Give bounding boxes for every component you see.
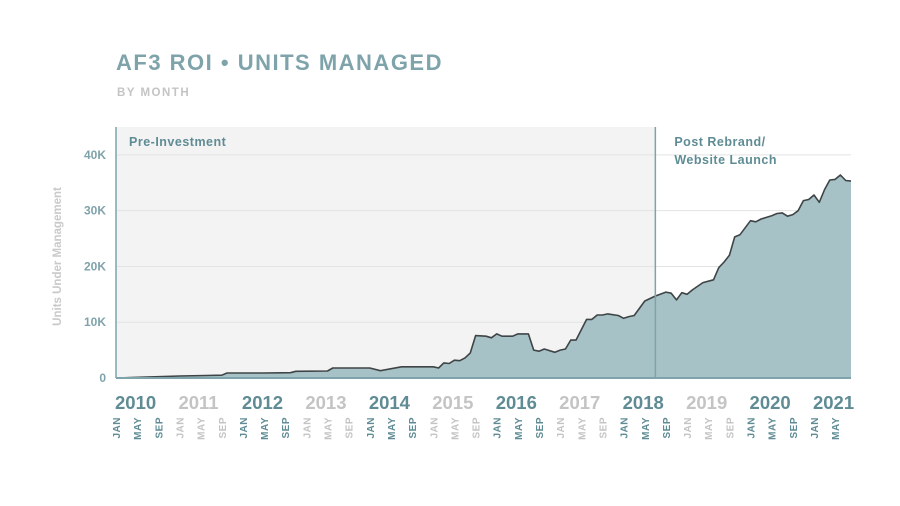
- year-label-2015: 2015: [432, 392, 473, 413]
- post-rebrand-label-line2: Website Launch: [674, 153, 777, 167]
- year-label-2010: 2010: [115, 392, 156, 413]
- month-tick-label: JAN: [556, 417, 567, 439]
- month-tick-label: MAY: [197, 417, 208, 440]
- month-tick-label: MAY: [133, 417, 144, 440]
- year-label-2012: 2012: [242, 392, 283, 413]
- area-layer: [115, 174, 852, 379]
- axes: [115, 127, 851, 379]
- month-tick-label: JAN: [302, 417, 313, 439]
- month-tick-label: JAN: [112, 417, 123, 439]
- month-tick-label: SEP: [599, 417, 610, 439]
- month-tick-label: MAY: [387, 417, 398, 440]
- chart-subtitle: BY MONTH: [117, 87, 191, 99]
- pre-investment-label: Pre-Investment: [129, 135, 227, 149]
- year-label-2018: 2018: [623, 392, 664, 413]
- month-tick-label: SEP: [725, 417, 736, 439]
- month-tick-label: MAY: [450, 417, 461, 440]
- month-tick-label: MAY: [260, 417, 271, 440]
- units-line: [115, 174, 852, 379]
- month-tick-label: MAY: [768, 417, 779, 440]
- year-label-2020: 2020: [750, 392, 791, 413]
- month-tick-label: JAN: [429, 417, 440, 439]
- month-tick-label: SEP: [408, 417, 419, 439]
- month-tick-label: SEP: [281, 417, 292, 439]
- month-tick-label: MAY: [514, 417, 525, 440]
- year-label-2016: 2016: [496, 392, 537, 413]
- month-tick-label: JAN: [366, 417, 377, 439]
- year-label-2017: 2017: [559, 392, 600, 413]
- month-tick-label: SEP: [789, 417, 800, 439]
- month-tick-label: SEP: [472, 417, 483, 439]
- post-rebrand-label-line1: Post Rebrand/: [674, 135, 765, 149]
- y-tick-label: 10K: [84, 315, 106, 329]
- year-label-2013: 2013: [305, 392, 346, 413]
- year-label-2019: 2019: [686, 392, 727, 413]
- year-label-2014: 2014: [369, 392, 411, 413]
- month-tick-label: MAY: [831, 417, 842, 440]
- month-tick-label: JAN: [176, 417, 187, 439]
- month-tick-label: MAY: [641, 417, 652, 440]
- year-label-2021: 2021: [813, 392, 854, 413]
- y-tick-label: 30K: [84, 204, 106, 218]
- month-tick-label: SEP: [345, 417, 356, 439]
- units-area: [116, 175, 851, 378]
- month-tick-label: MAY: [577, 417, 588, 440]
- month-tick-label: SEP: [218, 417, 229, 439]
- month-tick-label: MAY: [324, 417, 335, 440]
- y-tick-label: 40K: [84, 148, 106, 162]
- month-tick-label: JAN: [620, 417, 631, 439]
- y-axis-title: Units Under Management: [52, 187, 64, 326]
- y-tick-label: 20K: [84, 259, 106, 273]
- pre-investment-region: [116, 127, 656, 378]
- y-tick-label: 0: [99, 371, 106, 385]
- month-tick-label: JAN: [810, 417, 821, 439]
- month-tick-label: JAN: [239, 417, 250, 439]
- grid-lines: [116, 127, 851, 378]
- month-tick-label: JAN: [747, 417, 758, 439]
- year-label-2011: 2011: [178, 392, 218, 413]
- month-tick-label: MAY: [704, 417, 715, 440]
- month-tick-label: JAN: [683, 417, 694, 439]
- month-tick-label: SEP: [154, 417, 165, 439]
- month-tick-label: SEP: [535, 417, 546, 439]
- chart-title: AF3 ROI • UNITS MANAGED: [116, 50, 443, 75]
- labels-layer: 0 10K 20K 30K 40K Pre-Investment Post Rebrand/…: [52, 135, 854, 440]
- month-tick-label: JAN: [493, 417, 504, 439]
- month-tick-label: SEP: [662, 417, 673, 439]
